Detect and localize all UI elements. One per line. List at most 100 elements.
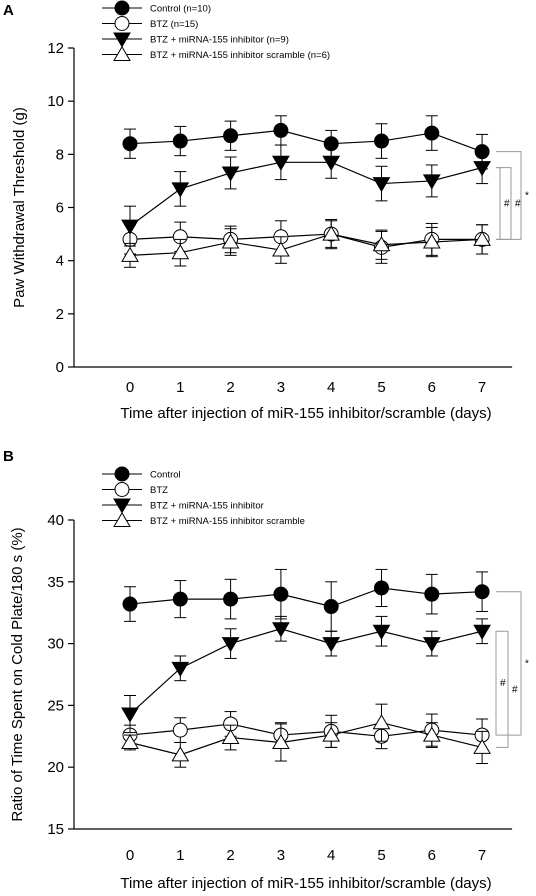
data-point-b-0-2: [223, 591, 239, 607]
series-line-b-2: [129, 628, 483, 715]
data-point-a-2-1: [171, 182, 190, 198]
series-line-b-3: [129, 722, 483, 756]
legend-item-b-2: BTZ + miRNA-155 inhibitor: [102, 498, 264, 514]
sig-label-b-0: #: [500, 678, 506, 689]
plot-area-b: [121, 568, 491, 768]
y-tick-label-a-2: 2: [56, 306, 64, 323]
data-point-a-2-7: [473, 161, 491, 177]
legend-item-b-3: BTZ + miRNA-155 inhibitor scramble: [102, 511, 305, 527]
sig-label-b-1: #: [512, 684, 518, 695]
sig-bracket-b-0: #: [495, 630, 506, 736]
y-axis-title-a: Paw Withdrawal Threshold (g): [11, 107, 28, 308]
y-tick-label-b-20: 20: [47, 759, 64, 776]
data-point-b-3-2: [221, 728, 240, 745]
legend-label-a-1: BTZ (n=15): [150, 19, 198, 30]
data-point-b-2-3: [272, 622, 290, 638]
legend-item-a-2: BTZ + miRNA-155 inhibitor (n=9): [102, 32, 289, 48]
x-axis-title-a: Time after injection of miR-155 inhibito…: [120, 405, 491, 422]
data-point-a-2-3: [272, 155, 290, 171]
x-tick-label-b-1: 1: [176, 847, 184, 864]
series-a-btz-mirna-155-inhibitor-scramble: [121, 220, 491, 268]
panel-letter-a: A: [3, 2, 14, 19]
x-tick-label-a-7: 7: [478, 379, 486, 396]
legend-marker-b-0: [114, 466, 130, 482]
data-point-a-0-6: [424, 125, 440, 141]
legend-item-b-0: Control: [102, 466, 181, 482]
data-point-a-3-7: [473, 230, 491, 246]
sig-label-a-0: #: [504, 199, 510, 210]
legend-marker-a-2: [113, 32, 131, 48]
x-tick-label-b-2: 2: [226, 847, 234, 864]
x-tick-label-a-5: 5: [377, 379, 385, 396]
x-tick-label-a-6: 6: [428, 379, 436, 396]
legend-marker-b-2: [113, 498, 131, 514]
data-point-a-0-3: [273, 122, 289, 138]
data-point-b-0-5: [374, 580, 389, 596]
data-point-a-2-0: [121, 219, 139, 235]
data-point-b-2-0: [121, 707, 139, 723]
legend-label-b-2: BTZ + miRNA-155 inhibitor: [150, 501, 264, 512]
legend-label-b-0: Control: [150, 470, 181, 481]
sig-label-a-2: *: [525, 191, 529, 202]
data-point-b-2-5: [372, 624, 391, 640]
x-tick-label-b-5: 5: [377, 847, 385, 864]
x-tick-label-a-4: 4: [327, 379, 335, 396]
data-point-a-3-2: [221, 233, 240, 249]
x-tick-label-a-3: 3: [277, 379, 285, 396]
data-point-b-3-6: [422, 726, 441, 742]
significance-brackets-a: # # *: [496, 151, 529, 240]
x-tick-label-b-6: 6: [428, 847, 436, 864]
data-point-b-0-6: [424, 586, 440, 602]
y-tick-label-b-30: 30: [47, 636, 64, 653]
series-line-a-2: [129, 161, 483, 227]
legend-marker-a-0: [114, 0, 130, 16]
series-b-btz-mirna-155-inhibitor-scramble: [121, 703, 491, 768]
data-point-b-3-4: [322, 726, 341, 742]
x-tick-label-a-1: 1: [176, 379, 184, 396]
data-point-a-0-1: [172, 133, 188, 149]
sig-label-b-2: *: [525, 658, 529, 669]
legend-marker-b-3: [113, 511, 131, 527]
legend-b: Control BTZ BTZ + miRNA-155 inhibitor BTZ +…: [102, 466, 305, 527]
y-ticks-b: 15 20 25 30 35 40: [47, 512, 74, 838]
y-tick-label-b-40: 40: [47, 512, 64, 529]
panel-a: A Control (n=10) BTZ (n=15) BTZ + miRNA-15…: [3, 0, 529, 422]
sig-bracket-b-1: #: [496, 630, 518, 748]
data-point-b-0-4: [323, 599, 339, 615]
series-a-btz-mirna-155-inhibitor: [121, 144, 491, 247]
legend-label-a-3: BTZ + miRNA-155 inhibitor scramble (n=6): [150, 50, 330, 61]
x-tick-label-b-0: 0: [126, 847, 134, 864]
y-tick-label-a-10: 10: [47, 93, 64, 110]
panel-letter-b: B: [3, 448, 14, 465]
data-point-b-2-6: [422, 637, 441, 653]
data-point-b-0-1: [172, 591, 188, 607]
data-point-b-0-3: [273, 586, 289, 602]
data-point-a-0-0: [122, 136, 138, 152]
y-tick-label-b-15: 15: [47, 821, 64, 838]
x-tick-label-b-4: 4: [327, 847, 335, 864]
data-point-a-3-6: [422, 233, 441, 249]
data-point-a-3-0: [121, 246, 139, 262]
x-tick-label-a-2: 2: [226, 379, 234, 396]
y-tick-label-a-8: 8: [56, 146, 64, 163]
data-point-b-0-0: [122, 596, 138, 612]
y-tick-label-b-35: 35: [47, 574, 64, 591]
x-ticks-b: 0 1 2 3 4 5 6 7: [126, 847, 486, 864]
legend-label-b-3: BTZ + miRNA-155 inhibitor scramble: [150, 516, 305, 527]
data-point-a-3-3: [272, 241, 290, 257]
data-point-b-3-3: [272, 733, 290, 749]
series-line-a-1: [129, 233, 483, 248]
x-tick-label-b-3: 3: [277, 847, 285, 864]
plot-area-a: [121, 115, 491, 268]
data-point-b-3-1: [171, 746, 190, 762]
y-axis-title-b: Ratio of Time Spent on Cold Plate/180 s …: [9, 527, 26, 821]
series-b-control: [122, 568, 490, 632]
data-point-a-3-1: [171, 244, 190, 260]
y-tick-label-a-6: 6: [56, 200, 64, 217]
data-point-b-0-7: [474, 584, 490, 600]
data-point-a-2-2: [221, 166, 240, 182]
sig-bracket-b-2: *: [496, 591, 529, 736]
data-point-a-0-5: [374, 133, 389, 149]
significance-brackets-b: # # *: [495, 591, 529, 748]
